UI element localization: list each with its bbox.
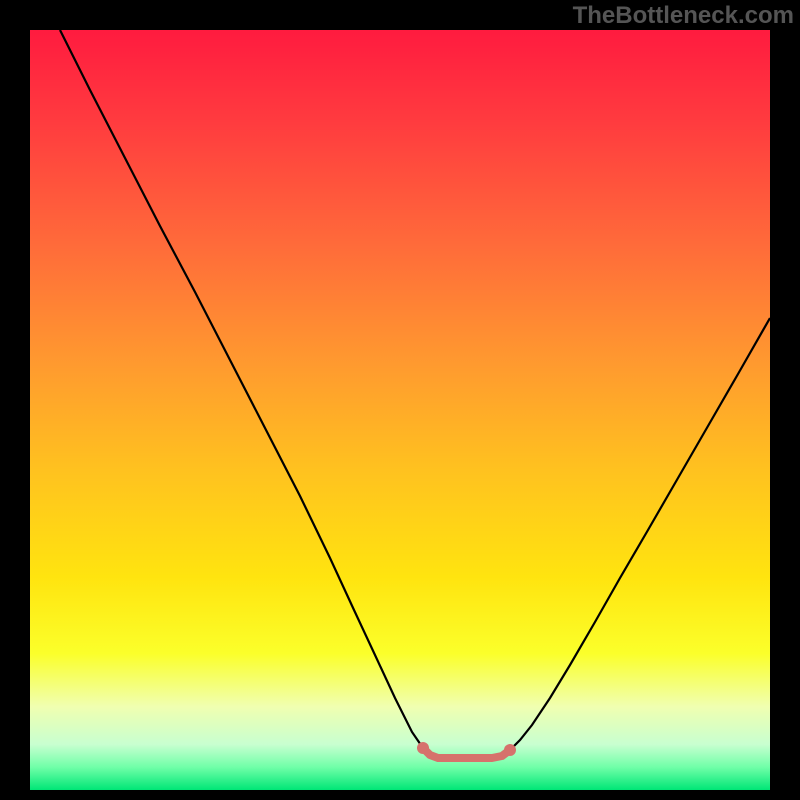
frame-border-bottom (0, 790, 800, 800)
highlight-end-dot (504, 744, 516, 756)
frame-border-left (0, 0, 30, 800)
chart-frame: TheBottleneck.com (0, 0, 800, 800)
frame-border-right (770, 0, 800, 800)
curve-overlay (30, 30, 770, 790)
highlight-segment (423, 748, 510, 758)
watermark-text: TheBottleneck.com (573, 2, 794, 30)
plot-area (30, 30, 770, 790)
main-curve (60, 30, 770, 758)
highlight-end-dot (417, 742, 429, 754)
